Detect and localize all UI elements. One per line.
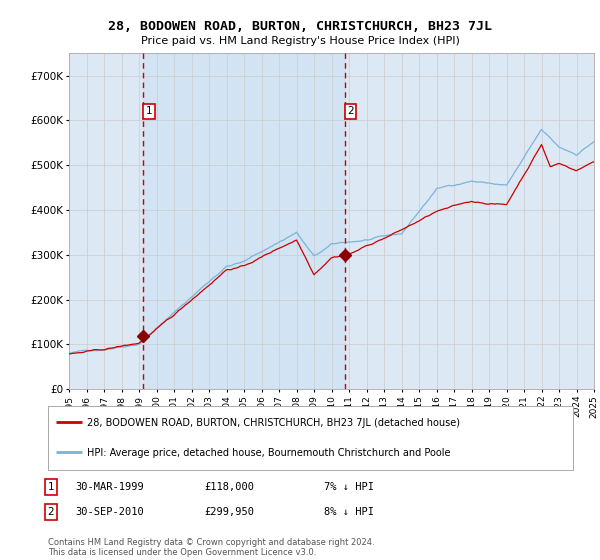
Bar	[143, 53, 344, 389]
Text: 28, BODOWEN ROAD, BURTON, CHRISTCHURCH, BH23 7JL (detached house): 28, BODOWEN ROAD, BURTON, CHRISTCHURCH, …	[88, 418, 460, 428]
Text: HPI: Average price, detached house, Bournemouth Christchurch and Poole: HPI: Average price, detached house, Bour…	[88, 448, 451, 458]
Text: 30-MAR-1999: 30-MAR-1999	[75, 482, 144, 492]
Text: Contains HM Land Registry data © Crown copyright and database right 2024.
This d: Contains HM Land Registry data © Crown c…	[48, 538, 374, 557]
Text: £118,000: £118,000	[204, 482, 254, 492]
Text: 2: 2	[347, 106, 354, 116]
Text: 2: 2	[47, 507, 55, 517]
Text: 28, BODOWEN ROAD, BURTON, CHRISTCHURCH, BH23 7JL: 28, BODOWEN ROAD, BURTON, CHRISTCHURCH, …	[108, 20, 492, 32]
Text: 30-SEP-2010: 30-SEP-2010	[75, 507, 144, 517]
Text: 7% ↓ HPI: 7% ↓ HPI	[324, 482, 374, 492]
Text: Price paid vs. HM Land Registry's House Price Index (HPI): Price paid vs. HM Land Registry's House …	[140, 36, 460, 46]
Text: 1: 1	[146, 106, 152, 116]
Text: 1: 1	[47, 482, 55, 492]
Text: 8% ↓ HPI: 8% ↓ HPI	[324, 507, 374, 517]
Text: £299,950: £299,950	[204, 507, 254, 517]
